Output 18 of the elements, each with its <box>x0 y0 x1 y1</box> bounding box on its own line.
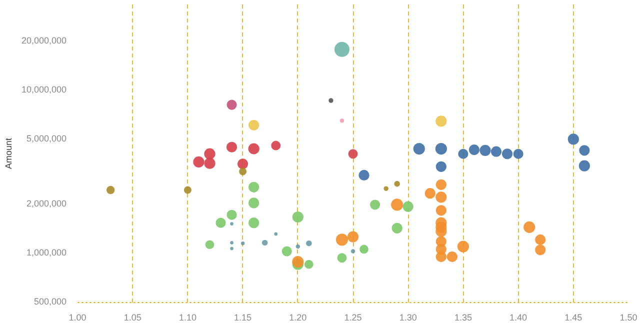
x-tick-label: 1.35 <box>454 312 472 322</box>
y-tick-label: 5,000,000 <box>26 134 67 144</box>
y-tick-label: 500,000 <box>34 296 67 307</box>
x-tick-label: 1.20 <box>289 312 307 322</box>
y-tick-label: 10,000,000 <box>21 84 67 95</box>
x-tick-label: 1.00 <box>68 312 86 322</box>
x-tick-label: 1.30 <box>399 312 417 322</box>
y-axis-title: Amount <box>3 137 14 170</box>
x-tick-label: 1.50 <box>620 312 638 322</box>
x-tick-label: 1.10 <box>178 312 196 322</box>
x-tick-label: 1.45 <box>564 312 582 322</box>
x-tick-label: 1.05 <box>124 312 142 322</box>
x-tick-label: 1.25 <box>344 312 362 322</box>
y-tick-label: 2,000,000 <box>26 198 67 208</box>
x-tick-label: 1.15 <box>234 312 252 322</box>
y-tick-label: 1,000,000 <box>26 248 67 258</box>
y-tick-label: 20,000,000 <box>21 35 67 46</box>
x-tick-label: 1.40 <box>510 312 528 322</box>
